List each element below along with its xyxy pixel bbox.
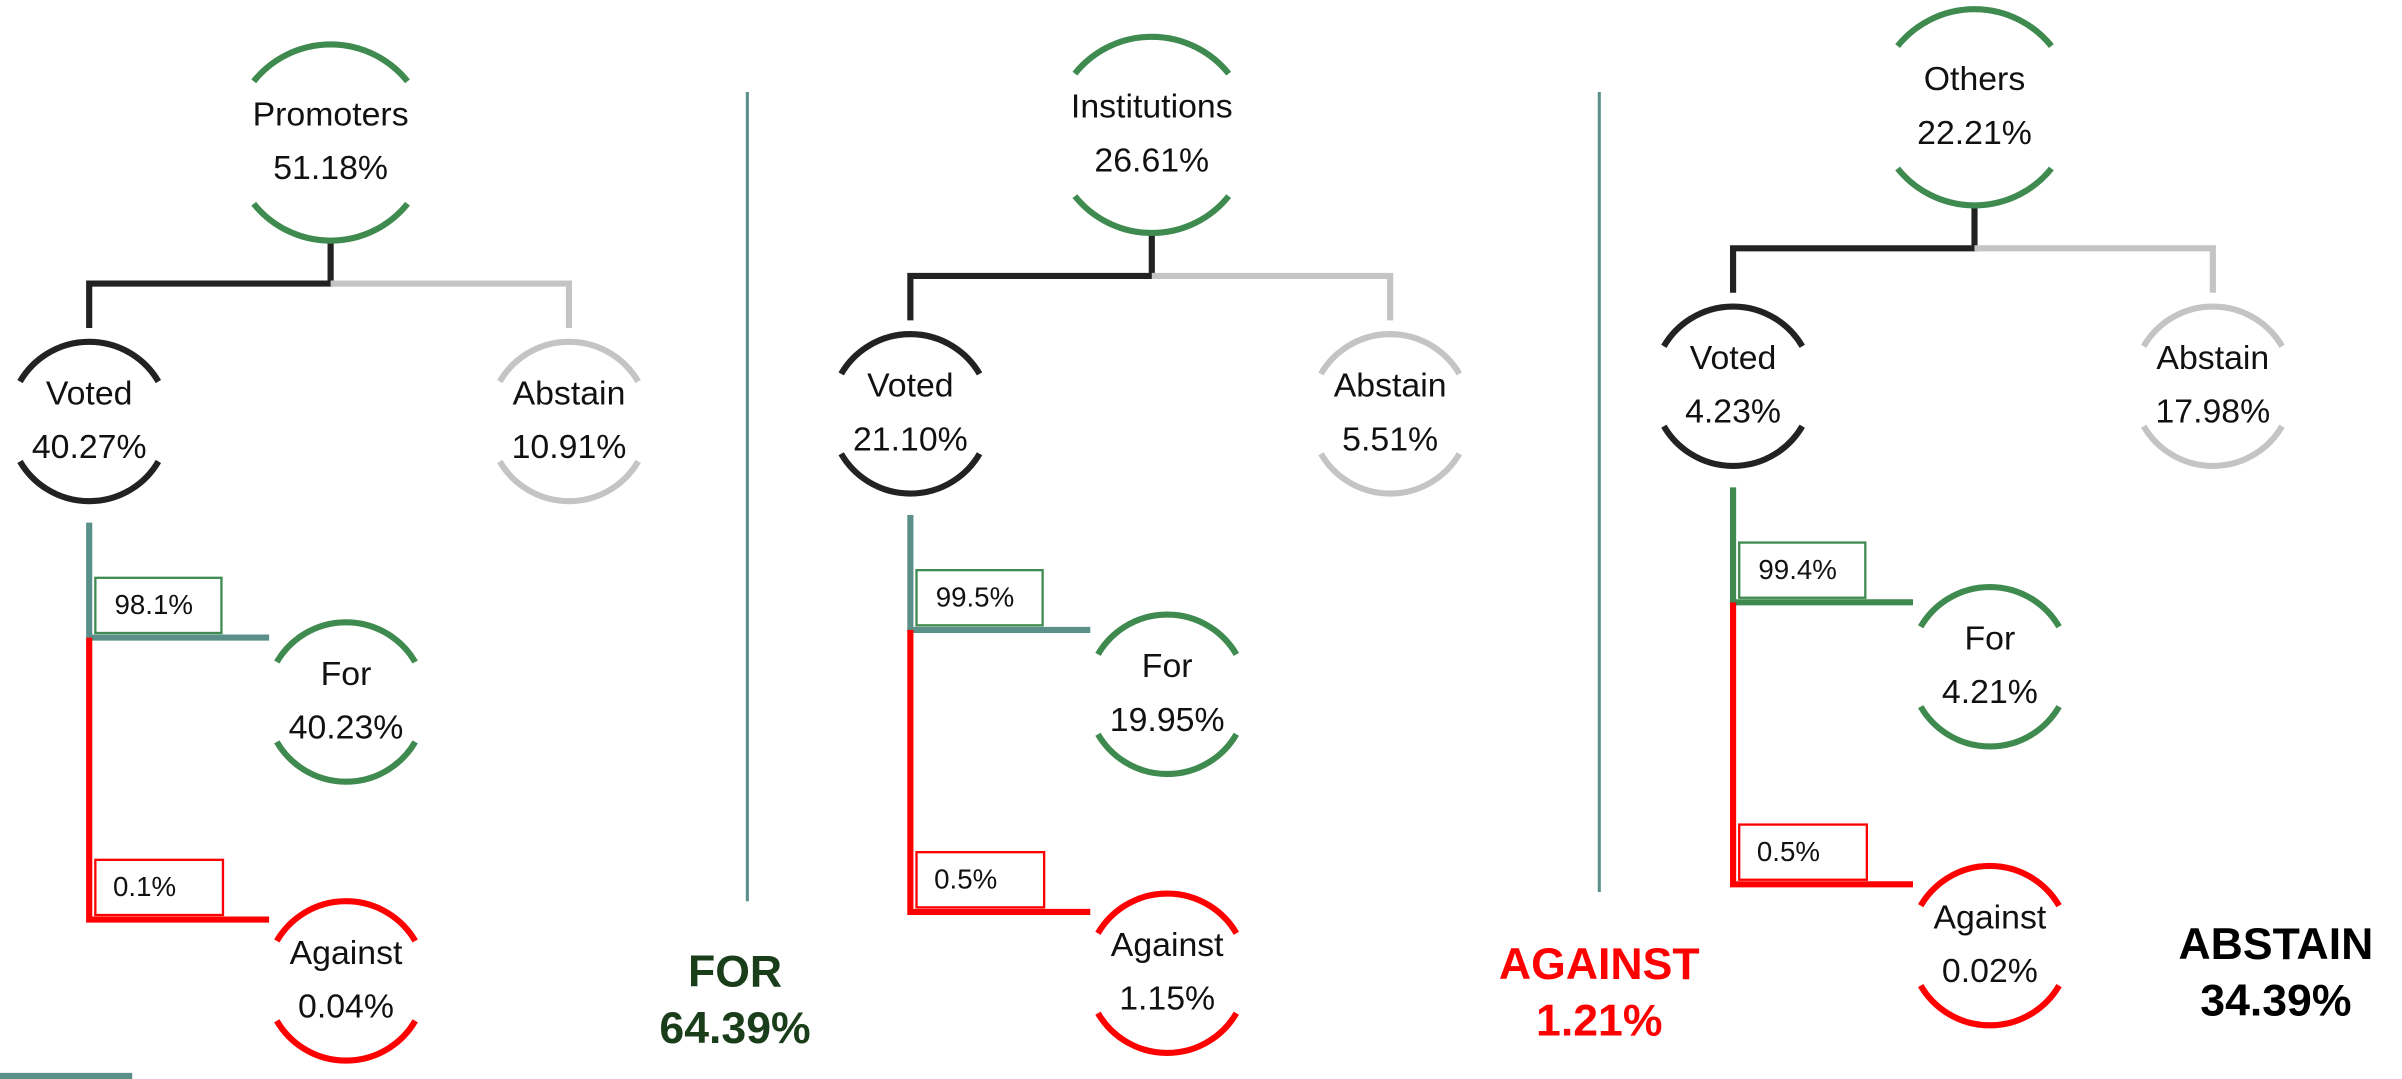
node-label: Against (1111, 926, 1224, 964)
share-box (915, 569, 1044, 627)
node-arc (1895, 166, 2054, 209)
node-label: Abstain (2156, 339, 2269, 377)
node-arc (1918, 862, 2062, 908)
connector (1151, 272, 1394, 321)
node-arc (838, 452, 983, 497)
connector (86, 522, 270, 641)
connector (86, 240, 334, 328)
node-label: For (321, 655, 372, 693)
share-label: 0.5% (934, 864, 997, 895)
node-arc (497, 338, 641, 384)
node-arc (2140, 303, 2285, 348)
connector (1974, 245, 2216, 293)
node-value: 17.98% (2155, 393, 2270, 431)
node-label: For (1965, 620, 2016, 658)
node-arc (1072, 33, 1232, 76)
share-box (1738, 823, 1869, 881)
node-value: 10.91% (512, 428, 627, 466)
connector (86, 637, 270, 923)
node-label: Voted (867, 367, 954, 405)
node-value: 19.95% (1110, 701, 1225, 739)
node-value: 26.61% (1094, 141, 1209, 179)
connector (907, 232, 1155, 321)
node-arc (1095, 611, 1240, 656)
node-arc (274, 619, 418, 664)
share-label: 0.1% (113, 871, 176, 902)
total-value: 64.39% (659, 1004, 810, 1053)
node-arc (1895, 6, 2054, 48)
node-value: 21.10% (853, 420, 968, 458)
connector (1729, 602, 1913, 888)
node-arc (1918, 705, 2062, 750)
node-value: 22.21% (1917, 114, 2032, 152)
node-value: 0.04% (298, 987, 394, 1025)
node-arc (1318, 452, 1463, 497)
node-label: Voted (46, 374, 133, 412)
node-arc (17, 459, 162, 505)
node-value: 0.02% (1942, 952, 2038, 990)
node-label: Abstain (1334, 367, 1447, 405)
connector (907, 629, 1091, 916)
node-value: 40.23% (289, 709, 404, 747)
node-label: For (1142, 647, 1193, 685)
node-arc (274, 898, 418, 943)
node-arc (1918, 984, 2062, 1029)
node-label: Institutions (1071, 88, 1233, 126)
share-label: 0.5% (1757, 836, 1820, 867)
share-label: 99.4% (1758, 554, 1836, 585)
node-arc (17, 338, 162, 384)
total-label: FOR (688, 948, 782, 997)
total-label: ABSTAIN (2178, 920, 2373, 969)
node-value: 40.27% (32, 428, 147, 466)
node-arc (251, 41, 410, 84)
node-value: 1.15% (1119, 980, 1215, 1018)
node-arc (1072, 194, 1232, 237)
footer-bar (0, 1072, 133, 1079)
share-box (94, 858, 225, 917)
node-arc (1661, 424, 1805, 469)
share-box (915, 851, 1046, 909)
share-box (94, 576, 223, 635)
node-label: Against (290, 934, 403, 972)
connector (330, 280, 573, 328)
share-label: 99.5% (936, 582, 1014, 613)
node-arc (1918, 584, 2062, 629)
total-value: 1.21% (1536, 997, 1662, 1046)
node-arc (274, 1019, 418, 1064)
node-arc (251, 201, 410, 244)
node-arc (497, 459, 641, 505)
node-arc (1095, 732, 1240, 777)
node-arc (2140, 424, 2285, 469)
node-value: 51.18% (273, 149, 388, 187)
node-label: Against (1933, 899, 2046, 937)
node-value: 4.21% (1942, 673, 2038, 711)
node-arc (1318, 331, 1463, 376)
share-box (1738, 541, 1867, 599)
share-label: 98.1% (115, 589, 193, 620)
node-value: 5.51% (1342, 420, 1438, 458)
node-arc (1661, 303, 1805, 348)
node-arc (274, 740, 418, 785)
node-label: Others (1924, 60, 2026, 98)
node-arc (1095, 890, 1240, 935)
connector (1729, 205, 1978, 293)
node-arc (1095, 1011, 1240, 1056)
node-label: Voted (1690, 339, 1777, 377)
node-label: Abstain (513, 374, 626, 412)
node-arc (838, 331, 983, 376)
node-value: 4.23% (1685, 393, 1781, 431)
total-value: 34.39% (2200, 977, 2351, 1026)
total-label: AGAINST (1499, 940, 1700, 989)
node-label: Promoters (253, 95, 409, 133)
